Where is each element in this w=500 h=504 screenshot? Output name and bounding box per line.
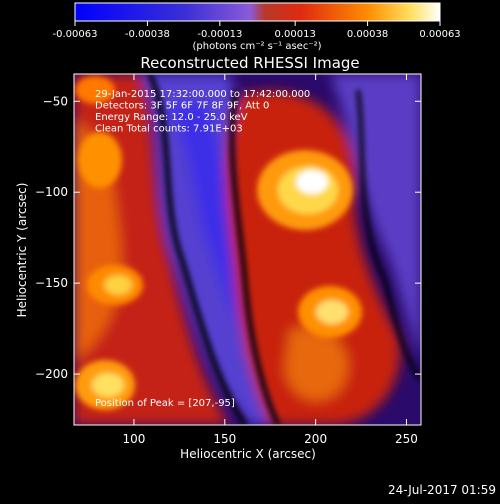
colorbar-tick-label: 0.00013 <box>274 29 315 40</box>
colorbar-tick-label: -0.00063 <box>53 29 98 40</box>
chart-title: Reconstructed RHESSI Image <box>140 54 359 72</box>
info-text: 29-Jan-2015 17:32:00.000 to 17:42:00.000… <box>95 89 310 135</box>
info-line: 29-Jan-2015 17:32:00.000 to 17:42:00.000 <box>95 89 310 100</box>
colorbar <box>74 2 441 22</box>
colorbar-tick-labels: -0.00063 -0.00038 -0.00013 0.00013 0.00038 0.… <box>53 29 461 40</box>
y-axis-label: Heliocentric Y (arcsec) <box>15 183 29 318</box>
y-tick-label: −50 <box>43 94 68 108</box>
colorbar-tick-label: -0.00013 <box>197 29 242 40</box>
peak-label: Position of Peak = [207,-95] <box>95 398 235 409</box>
info-line: Energy Range: 12.0 - 25.0 keV <box>95 112 248 123</box>
x-axis: 100 150 200 250 <box>122 74 418 446</box>
info-line: Clean Total counts: 7.91E+03 <box>95 124 243 135</box>
heatmap-image <box>74 74 421 425</box>
colorbar-tick-label: -0.00038 <box>125 29 170 40</box>
colorbar-tick-label: 0.00063 <box>419 29 460 40</box>
x-tick-label: 200 <box>304 432 327 446</box>
colorbar-ticks <box>74 21 441 26</box>
x-tick-label: 150 <box>213 432 236 446</box>
footer-date: 24-Jul-2017 01:59 <box>388 483 496 497</box>
colorbar-tick-label: 0.00038 <box>347 29 388 40</box>
info-line: Detectors: 3F 5F 6F 7F 8F 9F, Att 0 <box>95 101 269 112</box>
x-tick-label: 100 <box>122 432 145 446</box>
x-tick-label: 250 <box>395 432 418 446</box>
y-axis: −50 −100 −150 −200 <box>35 94 421 381</box>
y-tick-label: −150 <box>35 276 68 290</box>
plot-frame <box>73 73 422 426</box>
y-tick-label: −200 <box>35 367 68 381</box>
colorbar-unit-label: (photons cm⁻² s⁻¹ asec⁻²) <box>192 41 321 52</box>
x-axis-label: Heliocentric X (arcsec) <box>180 447 316 461</box>
y-tick-label: −100 <box>35 185 68 199</box>
